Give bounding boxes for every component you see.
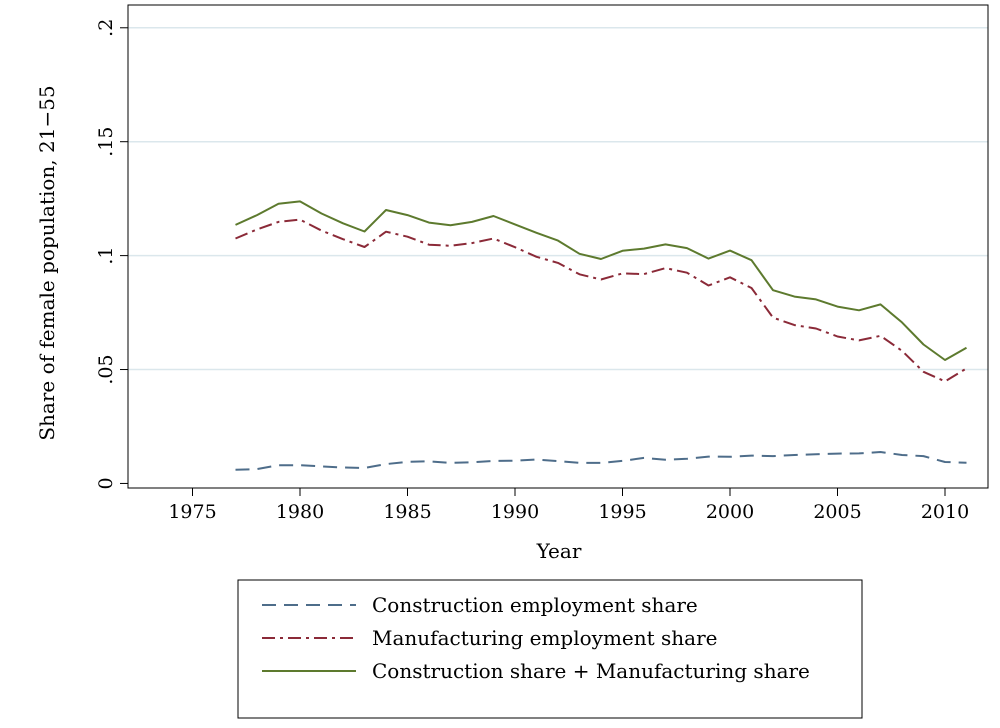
legend-label: Construction employment share (372, 593, 698, 617)
x-tick-label: 1990 (491, 501, 539, 523)
y-tick-label: .1 (95, 247, 117, 265)
grid (128, 27, 988, 371)
x-tick-label: 1985 (383, 501, 431, 523)
y-tick-label: .15 (95, 127, 117, 157)
series-line-solid (235, 200, 967, 361)
x-tick-label: 2005 (813, 501, 861, 523)
plot-frame (127, 4, 989, 489)
axes (120, 4, 989, 496)
x-tick-label: 2000 (706, 501, 754, 523)
tick-labels: 0 .05 .1 .15 .2 1975 1980 1985 1990 1995 2000 2005 2… (95, 19, 969, 523)
x-tick-label: 1975 (168, 501, 216, 523)
x-tick-label: 2010 (921, 501, 969, 523)
y-tick-label: .05 (95, 354, 117, 384)
y-tick-label: 0 (95, 477, 117, 489)
series-lines (235, 200, 968, 471)
legend-label: Construction share + Manufacturing share (372, 659, 810, 683)
legend-box (237, 579, 863, 719)
series-line-dashdot (235, 218, 968, 383)
x-tick-label: 1995 (598, 501, 646, 523)
x-axis-title: Year (536, 539, 582, 563)
legend-label: Manufacturing employment share (372, 626, 718, 650)
y-tick-label: .2 (95, 19, 117, 37)
legend: Construction employment share Manufacturi… (237, 579, 863, 719)
series-line-dashed (235, 451, 967, 471)
y-axis-title: Share of female population, 21−55 (35, 85, 59, 440)
x-tick-label: 1980 (276, 501, 324, 523)
